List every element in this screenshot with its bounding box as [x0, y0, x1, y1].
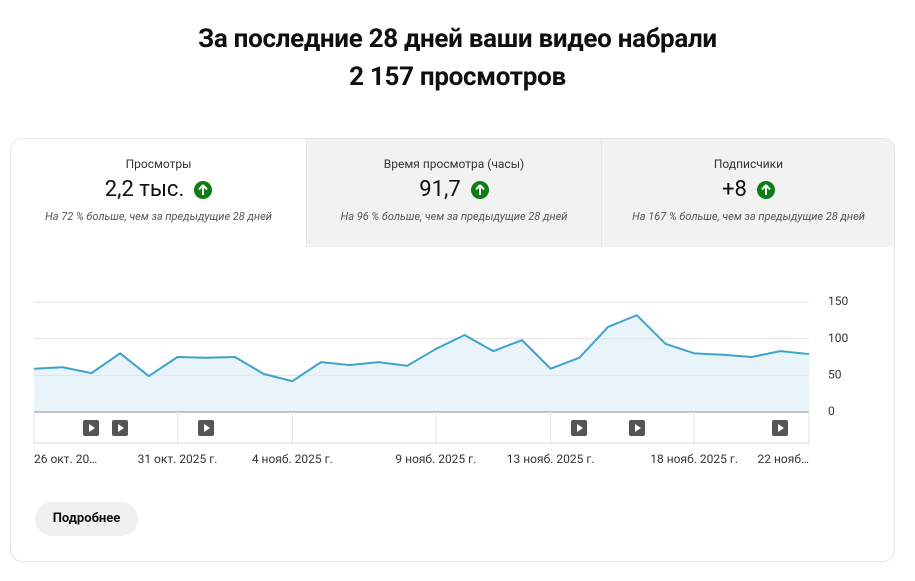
tab-value: 2,2 тыс.: [104, 177, 185, 202]
tab[interactable]: Подписчики +8 На 167 % больше, чем за пр…: [601, 139, 894, 247]
line: [33, 314, 810, 383]
x-tick-label: 9 нояб. 2025 г.: [395, 452, 476, 466]
x-tick-label: 18 нояб. 2025 г.: [650, 452, 738, 466]
title: 2 157 просмотров: [349, 62, 566, 92]
x-tick-label: 31 окт. 2025 г.: [138, 452, 218, 466]
tab-label: Просмотры: [125, 157, 192, 171]
x-tick-label: 22 нояб…: [758, 452, 809, 466]
tab[interactable]: Время просмотра (часы) 91,7 На 96 % боль…: [306, 139, 601, 247]
tab-change: На 167 % больше, чем за предыдущие 28 дн…: [632, 210, 865, 223]
x-tick-label: 13 нояб. 2025 г.: [507, 452, 595, 466]
y-tick-label: 100: [828, 331, 848, 345]
video-markers: [83, 420, 788, 436]
tab[interactable]: Просмотры 2,2 тыс. На 72 % больше, чем з…: [11, 139, 306, 247]
card: Просмотры 2,2 тыс. На 72 % больше, чем з…: [10, 138, 895, 562]
tab-change: На 72 % больше, чем за предыдущие 28 дне…: [45, 210, 272, 223]
title: За последние 28 дней ваши видео набрали: [198, 24, 717, 54]
area: [34, 315, 809, 412]
tab-value-row: 2,2 тыс.: [11, 177, 306, 202]
tab-label: Время просмотра (часы): [383, 157, 525, 171]
up-icon: [194, 180, 213, 199]
tab-value: +8: [722, 177, 747, 202]
x-tick-label: 26 окт. 20…: [34, 452, 97, 466]
y-tick-label: 0: [828, 404, 835, 418]
up-icon: [756, 180, 775, 199]
details-button[interactable]: Подробнее: [35, 502, 138, 536]
y-tick-label: 50: [828, 368, 842, 382]
tab-change: На 96 % больше, чем за предыдущие 28 дне…: [340, 210, 568, 223]
tab-label: Подписчики: [713, 157, 784, 171]
tab-value-row: 91,7: [307, 177, 601, 202]
tab-value: 91,7: [419, 177, 461, 202]
up-icon: [470, 180, 489, 199]
x-tick-label: 4 нояб. 2025 г.: [252, 452, 333, 466]
y-tick-label: 150: [828, 294, 848, 308]
tab-value-row: +8: [602, 177, 894, 202]
